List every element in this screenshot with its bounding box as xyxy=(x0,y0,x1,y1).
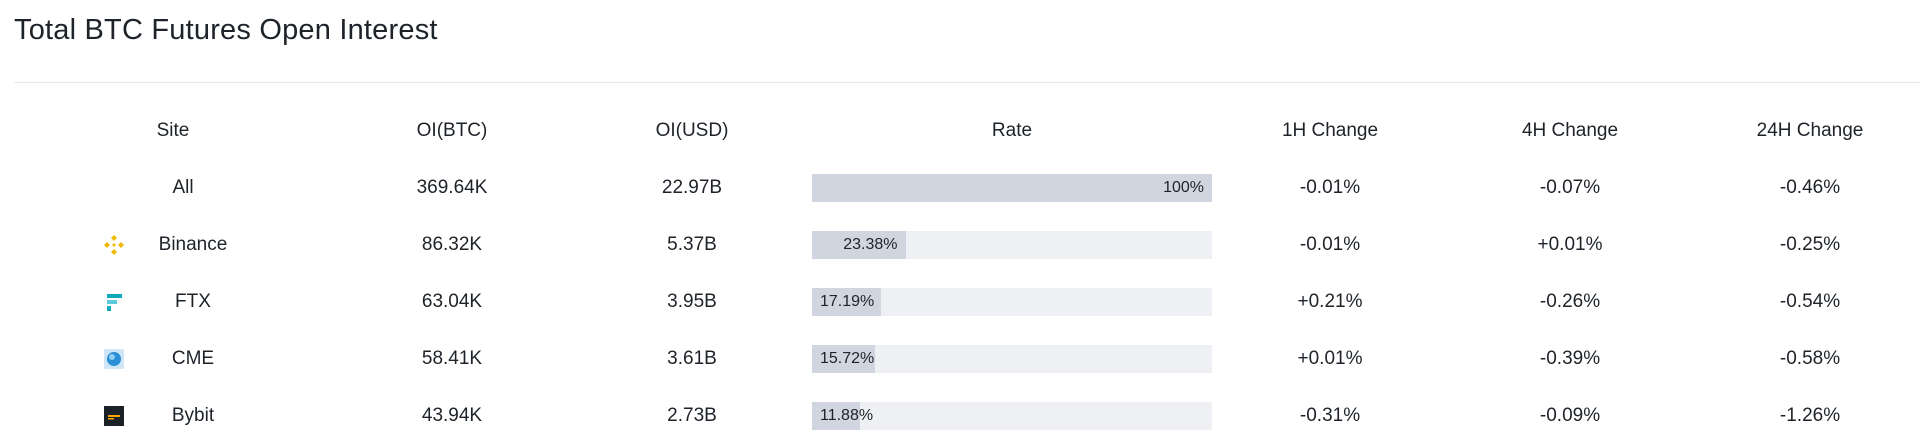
change-24h-value: -1.26% xyxy=(1779,404,1841,426)
rate-label: 11.88% xyxy=(820,407,874,424)
rate-bar-track: 100% xyxy=(812,174,1212,202)
rate-cell: 23.38% xyxy=(812,216,1212,273)
title-divider xyxy=(14,82,1920,83)
column-header-1h-change[interactable]: 1H Change xyxy=(1281,119,1379,141)
column-header-oi-usd[interactable]: OI(USD) xyxy=(655,119,729,141)
site-cell: CME xyxy=(90,330,256,387)
table-header-row: Site OI(BTC) OI(USD) Rate 1H Change 4H C… xyxy=(0,102,1920,159)
site-name: FTX xyxy=(175,290,211,312)
rate-cell: 15.72% xyxy=(812,330,1212,387)
change-1h-value: -0.01% xyxy=(1299,176,1361,198)
oi-btc-value: 369.64K xyxy=(416,176,488,198)
rate-bar-fill xyxy=(812,231,906,259)
rate-cell: 11.88% xyxy=(812,387,1212,444)
table-row-ftx[interactable]: FTX 63.04K 3.95B 17.19% +0.21% -0.26% -0… xyxy=(0,273,1920,330)
change-4h-value: -0.09% xyxy=(1539,404,1601,426)
open-interest-table: Site OI(BTC) OI(USD) Rate 1H Change 4H C… xyxy=(0,102,1920,444)
change-4h-value: -0.26% xyxy=(1539,290,1601,312)
table-row-binance[interactable]: Binance 86.32K 5.37B 23.38% -0.01% +0.01… xyxy=(0,216,1920,273)
change-4h-value: +0.01% xyxy=(1537,233,1603,255)
table-row-cme[interactable]: CME 58.41K 3.61B 15.72% +0.01% -0.39% -0… xyxy=(0,330,1920,387)
column-header-site[interactable]: Site xyxy=(156,119,190,141)
site-name: All xyxy=(172,176,194,198)
rate-bar-fill xyxy=(812,288,881,316)
change-1h-value: +0.01% xyxy=(1297,347,1363,369)
change-24h-value: -0.58% xyxy=(1779,347,1841,369)
rate-bar-fill xyxy=(812,402,860,430)
rate-bar-fill xyxy=(812,345,875,373)
bybit-logo-icon xyxy=(103,405,125,427)
binance-logo-icon xyxy=(103,234,125,256)
column-header-oi-btc[interactable]: OI(BTC) xyxy=(416,119,488,141)
rate-label: 100% xyxy=(1163,179,1204,196)
change-24h-value: -0.46% xyxy=(1779,176,1841,198)
site-cell: FTX xyxy=(90,273,256,330)
oi-btc-value: 58.41K xyxy=(421,347,483,369)
change-4h-value: -0.39% xyxy=(1539,347,1601,369)
ftx-logo-icon xyxy=(103,291,125,313)
change-1h-value: -0.31% xyxy=(1299,404,1361,426)
rate-label: 15.72% xyxy=(820,350,875,367)
rate-cell: 100% xyxy=(812,159,1212,216)
change-24h-value: -0.54% xyxy=(1779,290,1841,312)
change-1h-value: +0.21% xyxy=(1297,290,1363,312)
change-24h-value: -0.25% xyxy=(1779,233,1841,255)
site-name: CME xyxy=(171,347,215,369)
rate-bar-track: 17.19% xyxy=(812,288,1212,316)
rate-label: 17.19% xyxy=(820,293,875,310)
site-cell: All xyxy=(90,159,256,216)
oi-usd-value: 2.73B xyxy=(667,404,717,426)
column-header-rate[interactable]: Rate xyxy=(991,119,1033,141)
page-title: Total BTC Futures Open Interest xyxy=(14,14,438,46)
column-header-4h-change[interactable]: 4H Change xyxy=(1521,119,1619,141)
oi-btc-value: 86.32K xyxy=(421,233,483,255)
change-4h-value: -0.07% xyxy=(1539,176,1601,198)
oi-usd-value: 5.37B xyxy=(667,233,717,255)
oi-usd-value: 3.61B xyxy=(667,347,717,369)
rate-bar-track: 23.38% xyxy=(812,231,1212,259)
oi-btc-value: 63.04K xyxy=(421,290,483,312)
oi-usd-value: 22.97B xyxy=(661,176,723,198)
rate-bar-track: 11.88% xyxy=(812,402,1212,430)
rate-bar-track: 15.72% xyxy=(812,345,1212,373)
site-name: Bybit xyxy=(171,404,215,426)
table-row-all[interactable]: All 369.64K 22.97B 100% -0.01% -0.07% -0… xyxy=(0,159,1920,216)
site-cell: Bybit xyxy=(90,387,256,444)
column-header-24h-change[interactable]: 24H Change xyxy=(1756,119,1864,141)
site-cell: Binance xyxy=(90,216,256,273)
oi-usd-value: 3.95B xyxy=(667,290,717,312)
table-row-bybit[interactable]: Bybit 43.94K 2.73B 11.88% -0.31% -0.09% … xyxy=(0,387,1920,444)
rate-bar-fill xyxy=(812,174,1212,202)
cme-logo-icon xyxy=(103,348,125,370)
site-name: Binance xyxy=(158,233,228,255)
rate-label: 23.38% xyxy=(843,236,898,253)
oi-btc-value: 43.94K xyxy=(421,404,483,426)
rate-cell: 17.19% xyxy=(812,273,1212,330)
change-1h-value: -0.01% xyxy=(1299,233,1361,255)
